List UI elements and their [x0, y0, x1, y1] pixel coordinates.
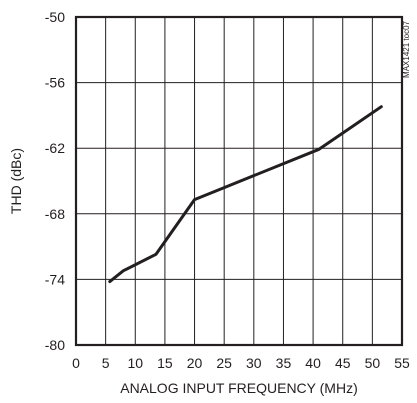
y-tick-label: -74 — [45, 271, 65, 287]
x-tick-label: 55 — [394, 355, 410, 371]
x-tick-label: 30 — [246, 355, 262, 371]
y-tick-label: -56 — [45, 75, 65, 91]
grid-lines — [76, 17, 402, 345]
y-tick-label: -62 — [45, 140, 65, 156]
y-axis-label: THD (dBc) — [8, 148, 24, 214]
x-tick-label: 50 — [365, 355, 381, 371]
x-tick-label: 15 — [157, 355, 173, 371]
x-tick-label: 0 — [72, 355, 80, 371]
y-tick-label: -68 — [45, 206, 65, 222]
x-axis-label: ANALOG INPUT FREQUENCY (MHz) — [120, 380, 358, 396]
x-tick-label: 45 — [335, 355, 351, 371]
x-tick-label: 25 — [216, 355, 232, 371]
series-layer — [108, 105, 383, 284]
y-axis-tick-labels: -50 -56 -62 -68 -74 -80 — [45, 9, 65, 353]
figure-code-annotation: MAX1421 toc07 — [402, 20, 411, 77]
x-tick-label: 5 — [102, 355, 110, 371]
y-tick-label: -80 — [45, 337, 65, 353]
thd-series-line — [108, 105, 383, 284]
plot-frame — [74, 15, 404, 347]
y-tick-label: -50 — [45, 9, 65, 25]
x-axis-tick-labels: 0 5 10 15 20 25 30 35 40 45 50 55 — [72, 355, 410, 371]
x-tick-label: 40 — [305, 355, 321, 371]
x-tick-label: 20 — [187, 355, 203, 371]
x-tick-label: 35 — [276, 355, 292, 371]
x-tick-label: 10 — [127, 355, 143, 371]
